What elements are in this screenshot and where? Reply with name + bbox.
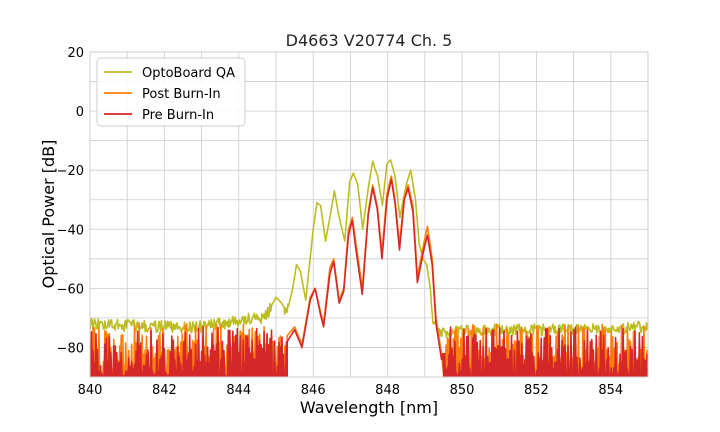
y-tick-label: −40: [57, 223, 84, 238]
y-tick-label: −80: [57, 341, 84, 356]
x-tick-label: 850: [450, 383, 475, 398]
legend-label: OptoBoard QA: [142, 66, 235, 81]
grid: [89, 51, 649, 378]
series-layer: [90, 159, 648, 377]
chart-title: D4663 V20774 Ch. 5: [286, 31, 453, 50]
legend-label: Pre Burn-In: [142, 108, 214, 123]
x-tick-labels: 840 842 844 846 848 850 852 854: [78, 383, 624, 398]
legend-label: Post Burn-In: [142, 87, 221, 102]
y-tick-label: 20: [67, 46, 84, 61]
x-tick-label: 848: [375, 383, 400, 398]
x-tick-label: 846: [301, 383, 326, 398]
series-line: [90, 159, 648, 339]
x-tick-label: 840: [78, 383, 103, 398]
x-tick-label: 852: [524, 383, 549, 398]
series-line: [90, 178, 648, 377]
y-tick-label: 0: [76, 105, 84, 120]
legend: OptoBoard QA Post Burn-In Pre Burn-In: [96, 57, 246, 127]
y-tick-labels: 20 0 −20 −40 −60 −80: [57, 46, 84, 356]
y-tick-label: −60: [57, 282, 84, 297]
y-tick-label: −20: [57, 164, 84, 179]
x-tick-label: 842: [152, 383, 177, 398]
x-tick-label: 854: [598, 383, 623, 398]
x-tick-label: 844: [226, 383, 251, 398]
y-axis-label: Optical Power [dB]: [39, 140, 58, 289]
plot-frame: [89, 51, 649, 378]
legend-box: [96, 57, 246, 127]
x-axis-label: Wavelength [nm]: [300, 398, 438, 417]
